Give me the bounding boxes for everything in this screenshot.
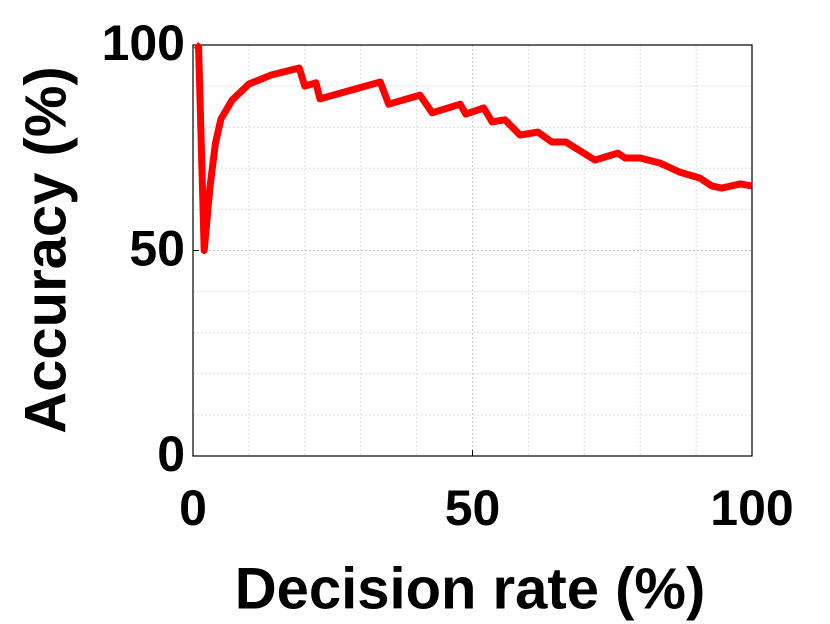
y-tick-label: 0 (157, 426, 185, 482)
y-tick-label: 100 (102, 15, 185, 71)
data-line (193, 42, 753, 254)
y-axis-label: Accuracy (%) (13, 66, 78, 433)
y-tick-label: 50 (129, 221, 185, 277)
plot-frame (192, 44, 753, 457)
x-tick-label: 0 (179, 480, 207, 536)
x-tick-label: 50 (445, 480, 501, 536)
x-axis-label: Decision rate (%) (235, 556, 706, 621)
x-tick-label: 100 (710, 480, 793, 536)
